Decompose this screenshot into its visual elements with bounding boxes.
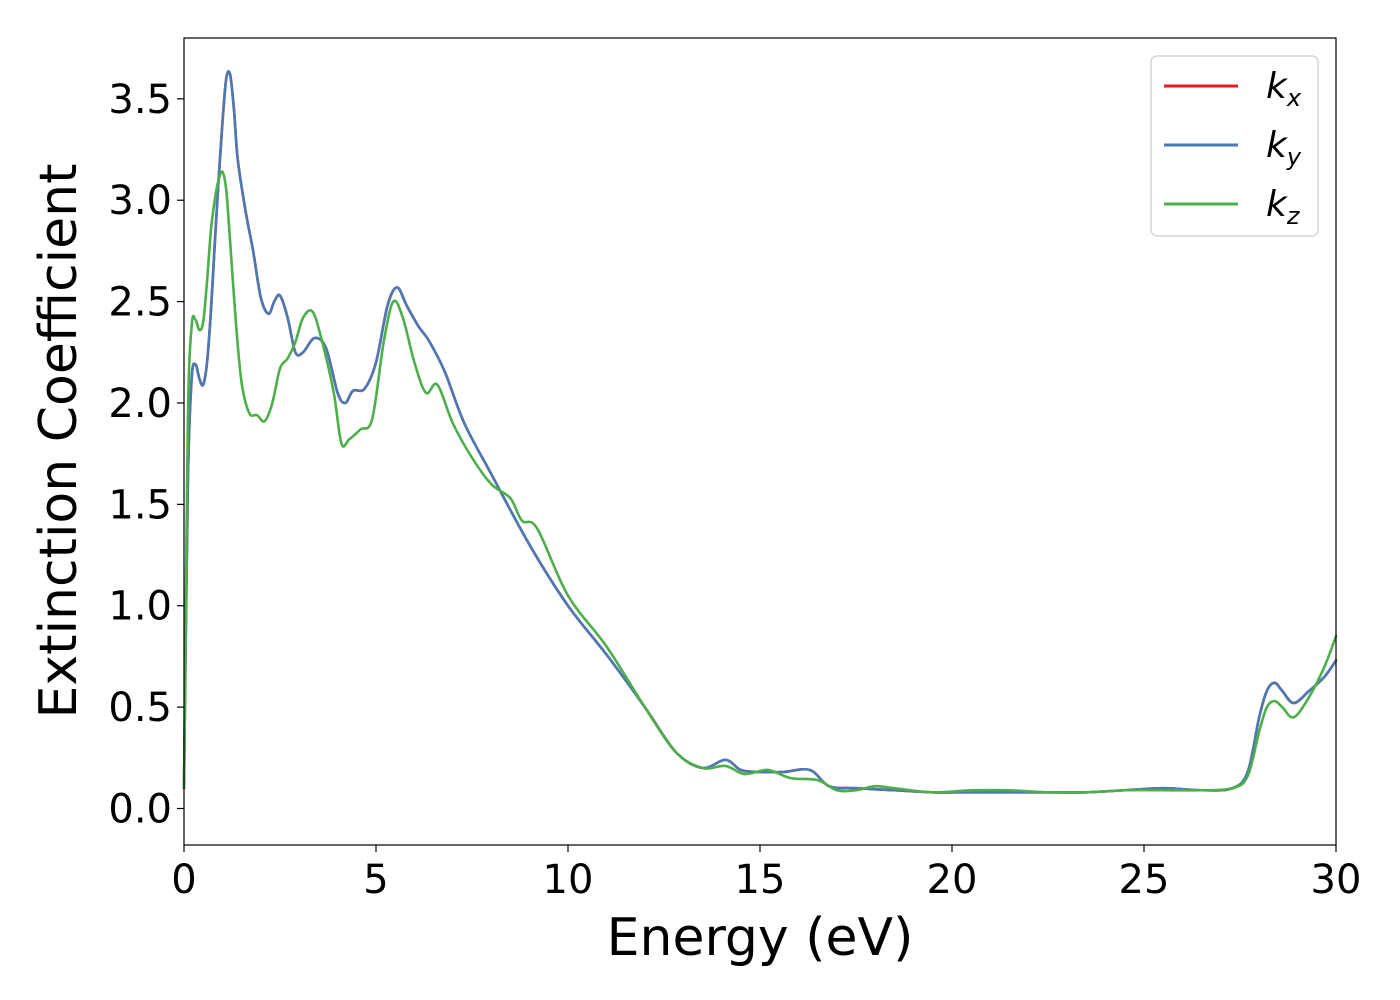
legend-label: ky <box>1266 125 1302 171</box>
y-tick-label: 2.0 <box>108 381 172 427</box>
series-line-kz <box>182 170 1338 794</box>
y-tick-label: 3.0 <box>108 178 172 224</box>
legend-label: kx <box>1266 66 1302 112</box>
y-axis-label: Extinction Coefficient <box>29 164 89 719</box>
x-axis-label: Energy (eV) <box>607 908 914 968</box>
y-tick-label: 3.5 <box>108 77 172 123</box>
y-tick-label: 1.5 <box>108 482 172 528</box>
x-tick-label: 25 <box>1119 857 1170 903</box>
x-tick-label: 20 <box>927 857 978 903</box>
y-tick-label: 2.5 <box>108 280 172 326</box>
legend-label-subscript: y <box>1286 143 1302 171</box>
legend-label-main: k <box>1266 184 1289 225</box>
legend-label-subscript: z <box>1286 202 1301 230</box>
x-tick-label: 15 <box>735 857 786 903</box>
legend-label: kz <box>1266 184 1301 230</box>
y-tick-label: 0.0 <box>108 787 172 833</box>
x-ticks: 0 5 10 15 20 25 30 <box>171 845 1361 903</box>
x-tick-label: 10 <box>543 857 594 903</box>
series-lines <box>182 70 1338 794</box>
y-ticks: 0.0 0.5 1.0 1.5 2.0 2.5 3.0 3.5 <box>108 77 184 833</box>
y-tick-label: 0.5 <box>108 685 172 731</box>
plot-area <box>184 38 1336 845</box>
x-tick-label: 5 <box>363 857 388 903</box>
legend-label-main: k <box>1266 125 1289 166</box>
y-tick-label: 1.0 <box>108 584 172 630</box>
x-tick-label: 30 <box>1311 857 1362 903</box>
x-tick-label: 0 <box>171 857 196 903</box>
legend-label-subscript: x <box>1286 84 1302 112</box>
legend-label-main: k <box>1266 66 1289 107</box>
